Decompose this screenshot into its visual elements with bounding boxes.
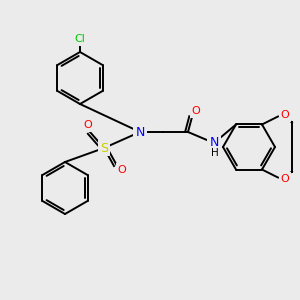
Text: O: O — [280, 173, 290, 184]
Text: Cl: Cl — [75, 34, 86, 44]
Text: N: N — [135, 125, 145, 139]
Text: N: N — [209, 136, 219, 149]
Text: O: O — [192, 106, 200, 116]
Text: O: O — [118, 165, 126, 175]
Text: H: H — [211, 148, 219, 158]
Text: O: O — [84, 120, 92, 130]
Text: O: O — [280, 110, 290, 121]
Text: S: S — [100, 142, 108, 154]
